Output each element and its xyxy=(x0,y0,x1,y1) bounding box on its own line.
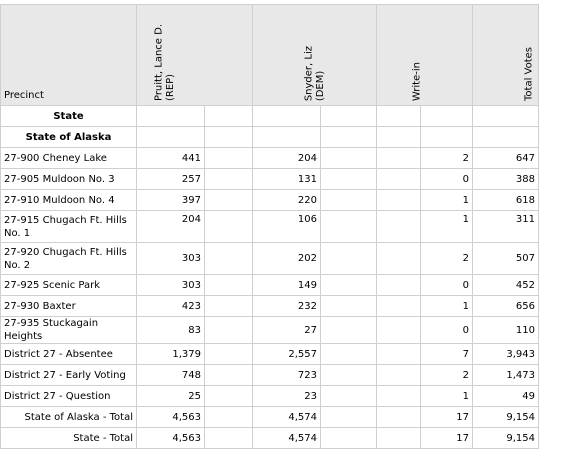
snyder-votes: 106 xyxy=(252,210,321,243)
snyder-votes: 202 xyxy=(252,242,321,275)
writein-total: 17 xyxy=(420,427,473,449)
section-state-of-alaska: State of Alaska xyxy=(0,126,137,148)
precinct-name: 27-920 Chugach Ft. Hills No. 2 xyxy=(0,242,137,275)
section-row: State xyxy=(0,105,539,127)
total-label: State of Alaska - Total xyxy=(0,406,137,428)
pruitt-total: 4,563 xyxy=(136,427,205,449)
precinct-name: District 27 - Absentee xyxy=(0,343,137,365)
precinct-name: 27-925 Scenic Park xyxy=(0,274,137,296)
table-row: District 27 - Early Voting 748 723 2 1,4… xyxy=(0,364,539,386)
precinct-name: 27-915 Chugach Ft. Hills No. 1 xyxy=(0,210,137,243)
total-label: Total Votes xyxy=(523,47,535,101)
writein-votes: 2 xyxy=(420,242,473,275)
snyder-total: 4,574 xyxy=(252,427,321,449)
pruitt-votes: 423 xyxy=(136,295,205,317)
total-votes: 656 xyxy=(472,295,539,317)
total-row: State of Alaska - Total 4,563 4,574 17 9… xyxy=(0,406,539,428)
snyder-votes: 23 xyxy=(252,385,321,407)
pruitt-votes: 397 xyxy=(136,189,205,211)
total-votes: 388 xyxy=(472,168,539,190)
results-table: Precinct Pruitt, Lance D. (REP) Snyder, L… xyxy=(0,4,539,449)
snyder-votes: 723 xyxy=(252,364,321,386)
snyder-total: 4,574 xyxy=(252,406,321,428)
writein-total: 17 xyxy=(420,406,473,428)
precinct-name: 27-930 Baxter xyxy=(0,295,137,317)
header-row: Precinct Pruitt, Lance D. (REP) Snyder, L… xyxy=(0,4,539,106)
table-row: 27-925 Scenic Park 303 149 0 452 xyxy=(0,274,539,296)
grand-total: 9,154 xyxy=(472,427,539,449)
pruitt-party: (REP) xyxy=(165,73,176,101)
table-row: District 27 - Question 25 23 1 49 xyxy=(0,385,539,407)
snyder-votes: 220 xyxy=(252,189,321,211)
pruitt-name: Pruitt, Lance D. xyxy=(153,23,165,101)
table-row: 27-920 Chugach Ft. Hills No. 2 303 202 2… xyxy=(0,242,539,275)
total-label: State - Total xyxy=(0,427,137,449)
precinct-name: 27-910 Muldoon No. 4 xyxy=(0,189,137,211)
writein-label: Write-in xyxy=(411,61,423,101)
writein-votes: 1 xyxy=(420,295,473,317)
total-header: Total Votes xyxy=(472,4,539,106)
pruitt-header: Pruitt, Lance D. (REP) xyxy=(136,4,253,106)
pruitt-votes: 25 xyxy=(136,385,205,407)
snyder-votes: 2,557 xyxy=(252,343,321,365)
precinct-name: 27-905 Muldoon No. 3 xyxy=(0,168,137,190)
snyder-votes: 27 xyxy=(252,316,321,344)
writein-votes: 7 xyxy=(420,343,473,365)
pruitt-votes: 204 xyxy=(136,210,205,243)
precinct-name: 27-900 Cheney Lake xyxy=(0,147,137,169)
table-row: 27-900 Cheney Lake 441 204 2 647 xyxy=(0,147,539,169)
table-row: District 27 - Absentee 1,379 2,557 7 3,9… xyxy=(0,343,539,365)
total-votes: 507 xyxy=(472,242,539,275)
writein-votes: 1 xyxy=(420,210,473,243)
table-row: 27-910 Muldoon No. 4 397 220 1 618 xyxy=(0,189,539,211)
precinct-header: Precinct xyxy=(0,4,137,106)
table-row: 27-930 Baxter 423 232 1 656 xyxy=(0,295,539,317)
writein-votes: 2 xyxy=(420,147,473,169)
total-votes: 311 xyxy=(472,210,539,243)
snyder-votes: 149 xyxy=(252,274,321,296)
total-votes: 49 xyxy=(472,385,539,407)
pruitt-votes: 257 xyxy=(136,168,205,190)
pruitt-total: 4,563 xyxy=(136,406,205,428)
section-row: State of Alaska xyxy=(0,126,539,148)
snyder-votes: 232 xyxy=(252,295,321,317)
pruitt-votes: 748 xyxy=(136,364,205,386)
writein-votes: 0 xyxy=(420,316,473,344)
pruitt-votes: 83 xyxy=(136,316,205,344)
table-row: 27-935 Stuckagain Heights 83 27 0 110 xyxy=(0,316,539,344)
writein-votes: 2 xyxy=(420,364,473,386)
precinct-name: District 27 - Early Voting xyxy=(0,364,137,386)
writein-votes: 1 xyxy=(420,385,473,407)
writein-votes: 0 xyxy=(420,274,473,296)
precinct-name: District 27 - Question xyxy=(0,385,137,407)
total-votes: 110 xyxy=(472,316,539,344)
snyder-name: Snyder, Liz xyxy=(303,45,315,101)
snyder-votes: 131 xyxy=(252,168,321,190)
total-votes: 452 xyxy=(472,274,539,296)
section-state: State xyxy=(0,105,137,127)
snyder-votes: 204 xyxy=(252,147,321,169)
total-votes: 647 xyxy=(472,147,539,169)
total-row: State - Total 4,563 4,574 17 9,154 xyxy=(0,427,539,449)
pruitt-votes: 303 xyxy=(136,242,205,275)
snyder-header: Snyder, Liz (DEM) xyxy=(252,4,377,106)
pruitt-votes: 441 xyxy=(136,147,205,169)
total-votes: 3,943 xyxy=(472,343,539,365)
table-row: 27-915 Chugach Ft. Hills No. 1 204 106 1… xyxy=(0,210,539,243)
snyder-party: (DEM) xyxy=(315,70,326,101)
total-votes: 618 xyxy=(472,189,539,211)
writein-votes: 0 xyxy=(420,168,473,190)
grand-total: 9,154 xyxy=(472,406,539,428)
precinct-name: 27-935 Stuckagain Heights xyxy=(0,316,137,344)
table-row: 27-905 Muldoon No. 3 257 131 0 388 xyxy=(0,168,539,190)
pruitt-votes: 1,379 xyxy=(136,343,205,365)
total-votes: 1,473 xyxy=(472,364,539,386)
pruitt-votes: 303 xyxy=(136,274,205,296)
writein-header: Write-in xyxy=(376,4,473,106)
writein-votes: 1 xyxy=(420,189,473,211)
